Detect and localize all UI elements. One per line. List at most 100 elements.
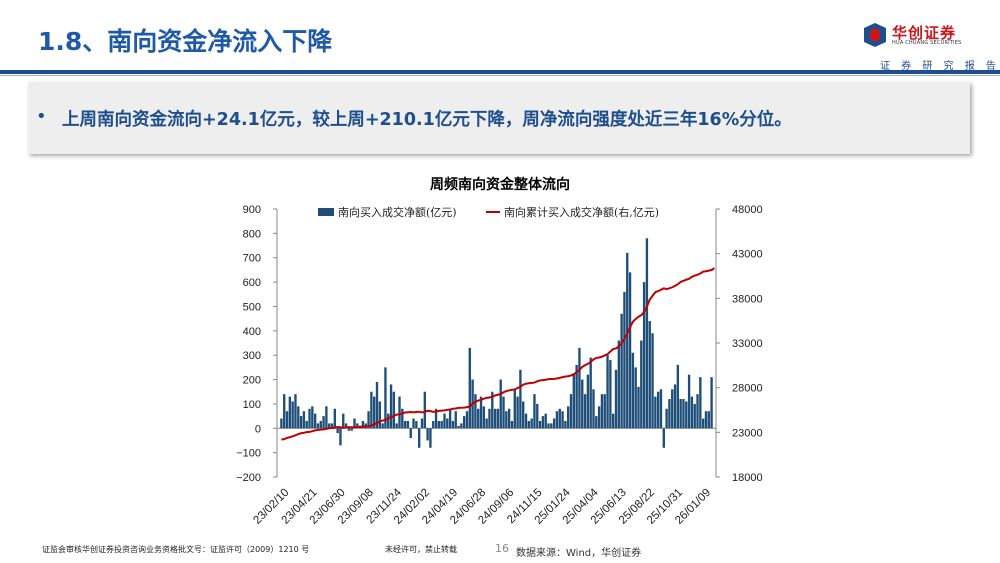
bar — [342, 413, 345, 429]
bar — [595, 416, 598, 429]
bar — [679, 399, 682, 429]
y-left-tick-label: 400 — [243, 326, 261, 338]
bar — [530, 418, 533, 429]
footer-license: 证监会审核华创证券投资咨询业务资格批文号：证监许可（2009）1210 号 — [42, 545, 310, 554]
bar — [524, 413, 528, 429]
bar — [333, 408, 337, 429]
bar — [434, 408, 438, 429]
summary-box — [28, 82, 970, 154]
y-left-tick-label: −200 — [236, 472, 261, 484]
bar — [291, 401, 294, 429]
bar — [485, 418, 488, 429]
bar — [623, 291, 626, 429]
bar — [403, 420, 407, 429]
bar — [378, 401, 381, 429]
bar — [617, 340, 620, 429]
bar — [347, 428, 351, 431]
bar — [392, 391, 396, 429]
bar — [696, 394, 699, 429]
bar — [356, 423, 359, 429]
bar — [398, 396, 401, 429]
y-right-tick-label: 33000 — [732, 338, 763, 350]
bar — [642, 282, 646, 429]
y-right-tick-label: 18000 — [732, 472, 763, 484]
bar — [592, 389, 595, 429]
bar — [401, 408, 404, 429]
bar — [443, 413, 446, 429]
bar — [626, 252, 629, 429]
bar — [283, 394, 286, 429]
bar — [659, 389, 663, 429]
logo-mark-icon — [864, 23, 886, 47]
bar — [418, 428, 421, 448]
y-right-tick-label: 38000 — [732, 293, 763, 305]
y-left-tick-label: −100 — [236, 448, 261, 460]
bar — [682, 399, 685, 429]
bar — [468, 347, 471, 429]
bar — [654, 396, 657, 429]
bar — [325, 406, 328, 429]
bar — [280, 418, 283, 429]
bar — [361, 420, 365, 429]
bar — [297, 406, 300, 429]
chart-title: 周频南向资金整体流向 — [430, 177, 570, 193]
bar — [412, 418, 415, 429]
bar — [479, 396, 483, 429]
bar — [519, 369, 522, 429]
bar — [561, 411, 564, 429]
bar — [381, 423, 384, 429]
bar — [704, 411, 708, 429]
bar — [676, 364, 680, 429]
bar — [656, 391, 660, 429]
bar — [308, 408, 311, 429]
bar — [589, 357, 592, 429]
bar — [370, 391, 373, 429]
bar — [597, 406, 601, 429]
footer-notice: 未经许可，禁止转载 — [385, 545, 457, 554]
bar — [606, 355, 609, 429]
bar — [567, 406, 570, 429]
page-number: 16 — [495, 542, 509, 555]
bar — [322, 416, 325, 429]
bar — [628, 272, 632, 429]
bar — [558, 408, 561, 429]
bar — [432, 420, 435, 429]
bar — [541, 416, 545, 429]
bar — [395, 423, 398, 429]
bar — [671, 389, 674, 429]
bar — [668, 399, 671, 429]
bar — [581, 379, 584, 429]
fund-flow-chart: −200 −100 0 100 200 300 400 500 600 700 800 900 1800… — [236, 204, 763, 527]
bar — [640, 340, 643, 429]
bar — [614, 369, 618, 429]
bar — [536, 403, 539, 429]
bar — [693, 403, 696, 429]
bar — [603, 394, 606, 429]
bar — [457, 425, 460, 429]
bar — [564, 420, 567, 429]
y-left-tick-label: 200 — [243, 375, 261, 387]
bar — [316, 423, 320, 429]
header-divider — [0, 70, 1000, 74]
bar — [446, 418, 449, 429]
bar — [578, 347, 581, 429]
bar — [462, 416, 466, 429]
y-left-tick-label: 800 — [243, 228, 261, 240]
bar — [330, 423, 334, 429]
report-tag: 证 券 研 究 报 告 — [880, 61, 1000, 72]
bar — [311, 406, 314, 429]
bar — [502, 396, 505, 429]
legend-bar-swatch — [318, 208, 334, 216]
header-divider-thin — [0, 75, 1000, 76]
data-source: 数据来源：Wind，华创证券 — [516, 548, 642, 559]
bar — [710, 377, 713, 429]
bar — [631, 352, 635, 429]
y-right-tick-label: 23000 — [732, 427, 763, 439]
bar — [440, 420, 443, 429]
bar — [507, 408, 511, 429]
bar — [690, 396, 694, 429]
bar — [437, 420, 441, 429]
bar — [409, 428, 412, 439]
bar — [651, 333, 654, 429]
bar — [429, 428, 432, 448]
